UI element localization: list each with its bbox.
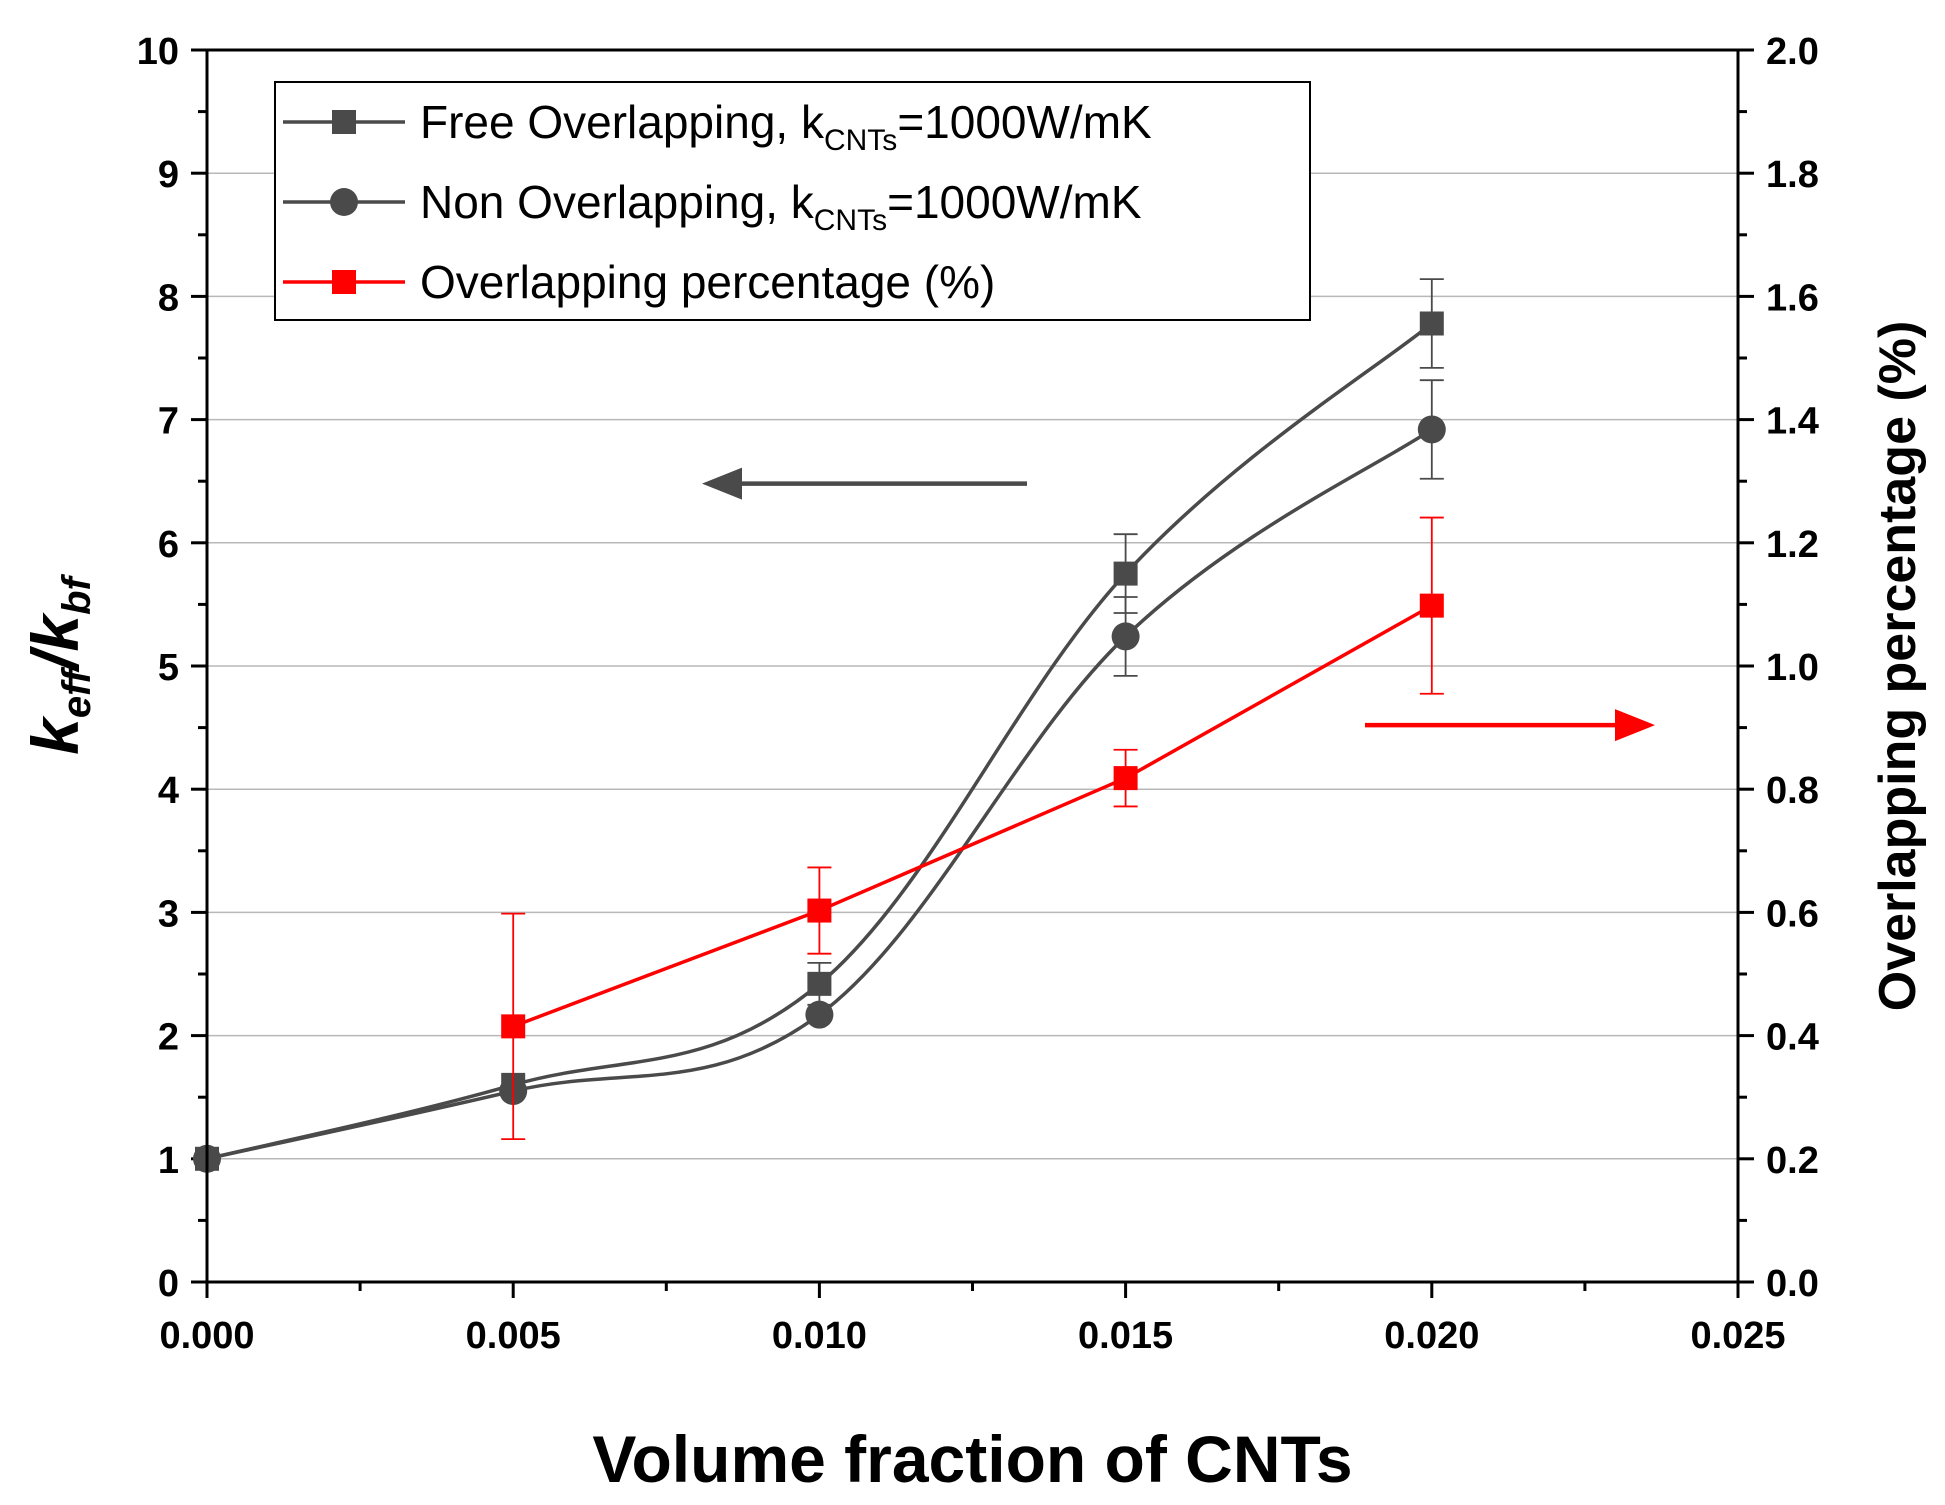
y-right-tick-label: 1.8 <box>1766 154 1819 196</box>
legend-key <box>283 270 405 294</box>
y-right-tick-label: 0.2 <box>1766 1140 1819 1182</box>
x-axis-title: Volume fraction of CNTs <box>592 1422 1352 1496</box>
y-axis-right-title: Overlapping percentage (%) <box>1869 321 1927 1012</box>
legend-label-free-overlapping: Free Overlapping, kCNTs=1000W/mK <box>420 96 1152 157</box>
series-non-overlapping <box>193 379 1446 1173</box>
y-right-tick-label: 1.2 <box>1766 524 1819 566</box>
legend-key <box>283 188 405 216</box>
y-left-tick-label: 6 <box>158 524 179 566</box>
y-left-k1: k <box>18 715 92 755</box>
legend-box <box>274 81 1311 321</box>
series-overlapping-percentage <box>501 516 1444 1140</box>
data-point <box>805 1000 834 1029</box>
data-point <box>1419 311 1444 336</box>
y-right-tick-label: 1.0 <box>1766 647 1819 689</box>
series-layer <box>193 278 1446 1173</box>
legend-key-marker <box>332 270 356 294</box>
x-tick-label: 0.000 <box>159 1315 254 1357</box>
right-axis-arrow-head <box>1615 709 1655 742</box>
y-left-tick-label: 4 <box>158 770 179 812</box>
y-right-tick-label: 0.0 <box>1766 1263 1819 1305</box>
y-left-tick-label: 8 <box>158 277 179 319</box>
series-free-overlapping <box>195 278 1444 1171</box>
tick-labels: 0 0.0 1 0.2 2 0.4 3 0.6 4 0.8 5 1.0 6 1.2 7 1.4 8 1.6 9 1.8… <box>137 31 1819 1357</box>
x-tick-label: 0.015 <box>1078 1315 1173 1357</box>
y-right-tick-label: 1.4 <box>1766 401 1819 443</box>
y-left-tick-label: 1 <box>158 1140 179 1182</box>
legend: Free Overlapping, kCNTs=1000W/mK Non Ove… <box>274 81 1311 321</box>
y-right-tick-label: 0.4 <box>1766 1017 1819 1059</box>
x-tick-label: 0.005 <box>466 1315 561 1357</box>
legend-key-marker <box>332 110 356 134</box>
legend-key <box>283 110 405 134</box>
data-point <box>1113 561 1138 586</box>
y-left-tick-label: 0 <box>158 1263 179 1305</box>
series-line <box>206 428 1433 1161</box>
x-tick-label: 0.010 <box>772 1315 867 1357</box>
y-left-sub1: eff <box>55 666 99 718</box>
grid-lines <box>207 172 1738 1160</box>
data-point <box>1111 622 1140 651</box>
y-left-sub2: bf <box>55 573 99 614</box>
axis-arrows <box>702 467 1655 742</box>
x-tick-label: 0.025 <box>1690 1315 1785 1357</box>
series-line <box>206 322 1433 1161</box>
series-line <box>512 604 1433 1028</box>
y-right-tick-label: 0.8 <box>1766 770 1819 812</box>
y-left-k2: k <box>18 612 92 652</box>
plot-frame <box>205 48 1740 1284</box>
y-left-tick-label: 5 <box>158 647 179 689</box>
y-right-tick-label: 2.0 <box>1766 31 1819 73</box>
legend-label-overlapping-percentage: Overlapping percentage (%) <box>420 256 995 308</box>
left-axis-arrow-head <box>702 467 742 500</box>
y-left-tick-label: 10 <box>137 31 179 73</box>
y-right-tick-label: 0.6 <box>1766 893 1819 935</box>
y-left-tick-label: 7 <box>158 401 179 443</box>
legend-label-non-overlapping: Non Overlapping, kCNTs=1000W/mK <box>420 176 1142 237</box>
y-axis-left-title: keff/kbf <box>18 573 99 754</box>
data-point <box>1419 593 1444 618</box>
data-point <box>501 1014 526 1039</box>
data-point <box>1417 415 1446 444</box>
y-right-tick-label: 1.6 <box>1766 277 1819 319</box>
y-left-tick-label: 3 <box>158 893 179 935</box>
data-point <box>807 898 832 923</box>
y-left-tick-label: 9 <box>158 154 179 196</box>
data-point <box>1113 766 1138 791</box>
legend-key-marker <box>330 188 358 216</box>
y-left-tick-label: 2 <box>158 1017 179 1059</box>
x-tick-label: 0.020 <box>1384 1315 1479 1357</box>
data-point <box>807 971 832 996</box>
